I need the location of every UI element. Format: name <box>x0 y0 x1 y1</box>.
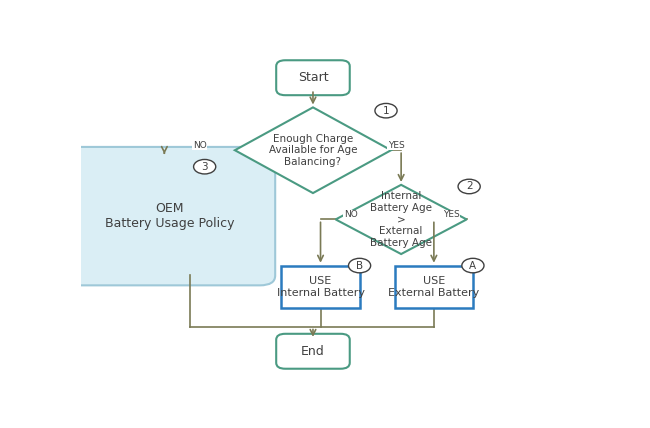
FancyBboxPatch shape <box>276 334 350 369</box>
Polygon shape <box>335 185 467 254</box>
Circle shape <box>375 104 397 118</box>
Text: B: B <box>356 261 363 270</box>
Circle shape <box>194 160 216 174</box>
Bar <box>395 265 473 309</box>
Text: End: End <box>301 345 325 358</box>
Circle shape <box>462 259 484 273</box>
Text: OEM
Battery Usage Policy: OEM Battery Usage Policy <box>105 202 234 230</box>
FancyBboxPatch shape <box>276 60 350 95</box>
Text: USE
Internal Battery: USE Internal Battery <box>276 276 365 298</box>
Text: Internal
Battery Age
>
External
Battery Age: Internal Battery Age > External Battery … <box>370 191 432 248</box>
Bar <box>281 265 359 309</box>
Polygon shape <box>235 107 391 193</box>
Text: 3: 3 <box>202 162 208 172</box>
FancyBboxPatch shape <box>64 147 275 285</box>
Text: Start: Start <box>298 71 328 84</box>
Text: NO: NO <box>344 210 358 219</box>
Text: YES: YES <box>443 210 460 219</box>
Text: USE
External Battery: USE External Battery <box>388 276 480 298</box>
Text: NO: NO <box>193 141 207 150</box>
Circle shape <box>458 179 480 194</box>
Text: 1: 1 <box>383 106 389 116</box>
Text: 2: 2 <box>466 181 473 191</box>
Circle shape <box>348 259 370 273</box>
Text: A: A <box>469 261 476 270</box>
Text: YES: YES <box>387 141 404 150</box>
Text: Enough Charge
Available for Age
Balancing?: Enough Charge Available for Age Balancin… <box>268 134 358 167</box>
